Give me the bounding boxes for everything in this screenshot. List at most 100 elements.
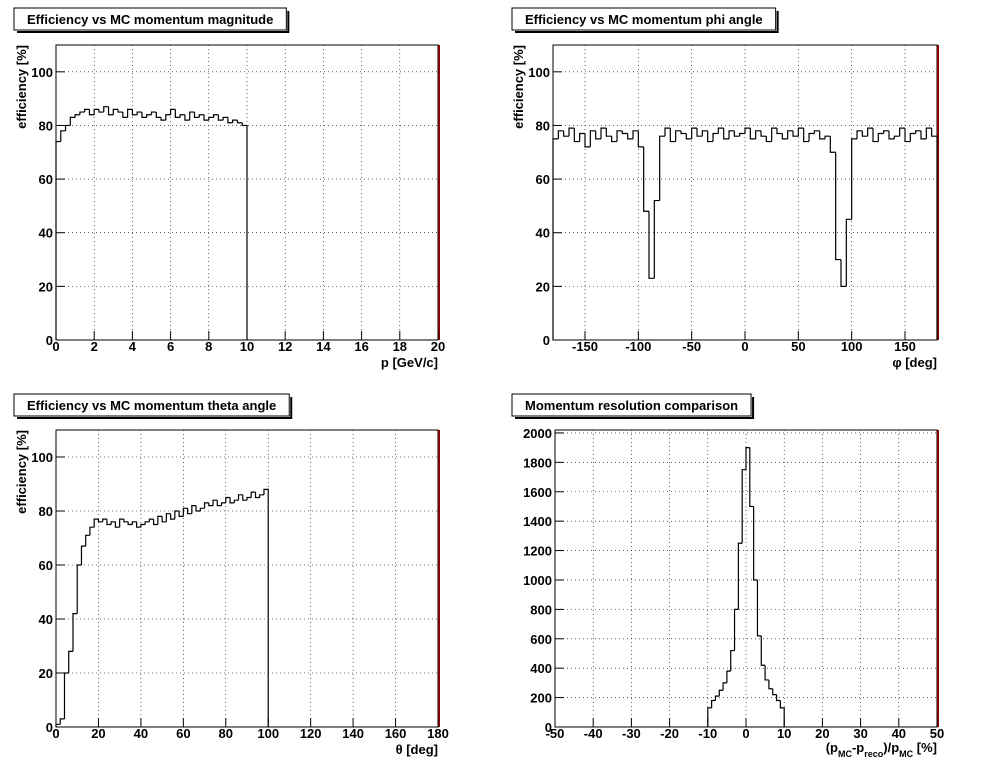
chart-pad: 0 2 4 6 8 10 12 14 16 18 20 0 20 40 60 80 100efficiency … (13, 7, 445, 370)
histogram-bin (813, 130, 820, 134)
histogram-bin (144, 521, 150, 525)
x-tick-label: 180 (427, 726, 449, 741)
histogram-bin (925, 127, 932, 139)
histogram-bin (60, 130, 66, 142)
histogram-bin (691, 127, 697, 139)
histogram-bin (714, 695, 720, 701)
histogram-bin (775, 694, 781, 702)
histogram-bin (723, 128, 729, 140)
x-tick-label: -10 (698, 726, 717, 741)
histogram-bin (233, 499, 239, 503)
histogram-bin (563, 130, 569, 137)
histogram-bin (764, 665, 769, 681)
y-tick-label: 600 (530, 632, 552, 647)
histogram-bin (755, 130, 761, 139)
histogram-bin (659, 135, 665, 201)
histogram-bin (93, 108, 99, 115)
y-tick-label: 100 (528, 65, 550, 80)
chart-pad: -150 -100 -50 0 50 100 150020406080100efficien… (511, 7, 939, 370)
histogram-bin (114, 521, 120, 528)
histogram-bin (117, 109, 123, 113)
x-axis-label: p [GeV/c] (381, 355, 438, 370)
histogram-bin (63, 672, 69, 719)
histogram-bin (195, 505, 201, 512)
x-tick-label: 80 (219, 726, 233, 741)
histogram-bin (707, 707, 712, 727)
histogram-bin (136, 521, 141, 528)
histogram-bin (595, 130, 601, 140)
histogram-bin (153, 519, 158, 526)
histogram-bin (112, 108, 119, 115)
title-shadow (515, 397, 755, 419)
histogram-bin (616, 130, 623, 142)
histogram-bin (229, 497, 235, 504)
histogram-bin (627, 133, 633, 140)
y-tick-label: 1200 (523, 544, 552, 559)
y-axis-label: efficiency [%] (511, 45, 526, 129)
histogram-bin (669, 128, 676, 143)
histogram-bin (637, 130, 644, 148)
histogram-bin (745, 447, 750, 470)
histogram-bin (611, 136, 617, 143)
histogram-bin (199, 507, 205, 511)
histogram-bin (772, 688, 777, 696)
histogram-bin (899, 127, 905, 137)
histogram-bin (621, 130, 628, 135)
histogram-bin (648, 211, 655, 279)
histogram-bin (123, 519, 129, 523)
histogram-bin (232, 119, 238, 123)
x-axis-label-part: (p (826, 740, 838, 755)
histogram-bin (250, 491, 256, 498)
histogram-bin (98, 109, 104, 113)
y-tick-label: 80 (39, 118, 53, 133)
histogram-bin (632, 130, 639, 139)
histogram-bin (193, 112, 200, 119)
histogram-bin (787, 130, 793, 139)
histogram-bin (242, 494, 247, 501)
histogram-bin (225, 496, 231, 503)
histogram-bin (84, 108, 90, 113)
x-axis-label: φ [deg] (892, 355, 937, 370)
title-shadow (17, 11, 290, 33)
histogram-bin (127, 521, 133, 526)
y-tick-label: 20 (39, 279, 53, 294)
histogram-bin (69, 116, 76, 126)
y-tick-label: 20 (39, 666, 53, 681)
histogram-bin (915, 130, 921, 134)
histogram-bin (212, 114, 219, 118)
x-tick-label: 18 (393, 339, 407, 354)
histogram-bin (97, 519, 103, 523)
histogram-bin (893, 135, 900, 139)
histogram-bin (760, 635, 766, 666)
histogram-bin (685, 133, 692, 140)
histogram-bin (711, 699, 716, 708)
histogram-bin (756, 579, 762, 637)
histogram-bin (883, 130, 889, 134)
histogram-bin (829, 136, 836, 153)
histogram-bin (819, 130, 825, 140)
chart-title: Momentum resolution comparison (525, 398, 738, 413)
histogram-bin (85, 534, 90, 547)
histogram-bin (643, 146, 649, 212)
histogram-bin (741, 469, 746, 544)
x-tick-label: 12 (278, 339, 292, 354)
histogram-bin (208, 502, 214, 507)
x-tick-label: 100 (257, 726, 279, 741)
histogram-bin (701, 130, 708, 137)
y-tick-label: 60 (39, 172, 53, 187)
histogram-bin (174, 510, 180, 520)
chart-title: Efficiency vs MC momentum theta angle (27, 398, 276, 413)
histogram-bin (808, 132, 815, 142)
x-axis-label-part: MC (838, 749, 852, 759)
x-tick-label: -40 (584, 726, 603, 741)
histogram-bin (174, 109, 181, 119)
histogram-bin (600, 127, 607, 139)
y-tick-label: 100 (31, 65, 53, 80)
histogram-bin (141, 112, 147, 119)
y-tick-label: 0 (543, 333, 550, 348)
y-tick-label: 400 (530, 661, 552, 676)
histogram-bin (216, 500, 222, 507)
x-tick-label: 150 (894, 339, 916, 354)
histogram-bin (792, 130, 799, 137)
histogram-bin (579, 132, 585, 142)
